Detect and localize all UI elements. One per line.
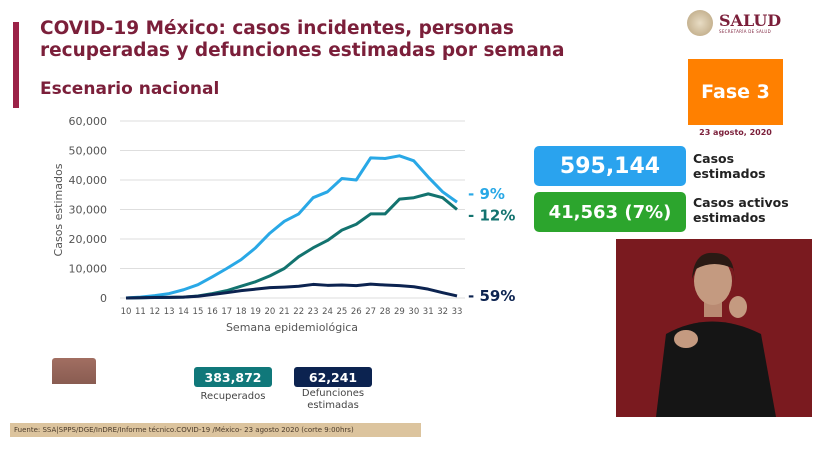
x-tick-label: 23 <box>308 307 319 317</box>
x-axis-label: Semana epidemiológica <box>226 321 358 334</box>
y-tick-label: 60,000 <box>69 115 108 128</box>
x-tick-label: 11 <box>135 307 146 317</box>
y-axis-label: Casos estimados <box>52 163 65 256</box>
x-tick-label: 30 <box>408 307 419 317</box>
x-tick-label: 14 <box>178 307 189 317</box>
x-tick-label: 15 <box>193 307 204 317</box>
label-line: estimados <box>693 166 766 181</box>
kpi-casos-activos-label: Casos activos estimados <box>693 195 789 225</box>
kpi-casos-estimados-label: Casos estimados <box>693 151 766 181</box>
x-tick-label: 33 <box>452 307 463 317</box>
x-tick-label: 25 <box>336 307 347 317</box>
defunciones-label: Defunciones estimadas <box>284 388 382 412</box>
page-subtitle: Escenario nacional <box>40 79 220 99</box>
x-tick-label: 31 <box>423 307 434 317</box>
x-tick-label: 28 <box>380 307 391 317</box>
sign-language-interpreter-video <box>616 239 812 417</box>
x-tick-label: 32 <box>437 307 448 317</box>
x-tick-label: 18 <box>236 307 247 317</box>
x-tick-label: 26 <box>351 307 362 317</box>
x-tick-label: 10 <box>121 307 132 317</box>
series-end-label: - 12% <box>468 207 515 225</box>
y-tick-label: 10,000 <box>69 263 108 276</box>
title-accent-bar <box>13 22 19 108</box>
source-footer: Fuente: SSA|SPPS/DGE/InDRE/Informe técni… <box>10 423 421 437</box>
x-tick-label: 16 <box>207 307 218 317</box>
x-tick-label: 20 <box>264 307 275 317</box>
x-tick-label: 19 <box>250 307 261 317</box>
label-line: Recuperados <box>200 391 266 402</box>
salud-logo: SALUD SECRETARÍA DE SALUD <box>687 10 781 36</box>
national-seal-icon <box>687 10 713 36</box>
label-line: Defunciones <box>301 388 365 399</box>
series-line <box>125 154 458 300</box>
phase-badge: Fase 3 <box>688 59 783 125</box>
y-tick-label: 20,000 <box>69 233 108 246</box>
defunciones-total: 62,241 <box>294 367 372 387</box>
interpreter-figure <box>656 252 776 417</box>
x-tick-label: 22 <box>293 307 304 317</box>
y-tick-label: 50,000 <box>69 145 108 158</box>
y-tick-label: 30,000 <box>69 204 108 217</box>
phase-date: 23 agosto, 2020 <box>699 128 772 137</box>
kpi-casos-activos: 41,563 (7%) <box>534 192 686 232</box>
x-tick-label: 17 <box>221 307 232 317</box>
government-logo-icon <box>52 358 96 384</box>
x-tick-label: 24 <box>322 307 333 317</box>
x-tick-label: 21 <box>279 307 290 317</box>
y-tick-label: 40,000 <box>69 174 108 187</box>
recuperados-total: 383,872 <box>194 367 272 387</box>
y-tick-label: 0 <box>100 292 107 305</box>
series-end-label: - 9% <box>468 185 505 203</box>
x-tick-label: 27 <box>365 307 376 317</box>
x-tick-label: 29 <box>394 307 405 317</box>
recuperados-label: Recuperados <box>184 391 282 403</box>
series-line <box>125 282 458 300</box>
series-end-label: - 59% <box>468 287 515 305</box>
label-line: Casos activos <box>693 195 789 210</box>
label-line: estimadas <box>307 400 359 411</box>
label-line: Casos <box>693 151 735 166</box>
kpi-casos-estimados: 595,144 <box>534 146 686 186</box>
x-tick-label: 12 <box>149 307 160 317</box>
x-tick-label: 13 <box>164 307 175 317</box>
logo-subtext: SECRETARÍA DE SALUD <box>719 28 771 34</box>
logo-text: SALUD <box>719 10 782 30</box>
label-line: estimados <box>693 210 766 225</box>
page-title: COVID-19 México: casos incidentes, perso… <box>40 18 565 61</box>
